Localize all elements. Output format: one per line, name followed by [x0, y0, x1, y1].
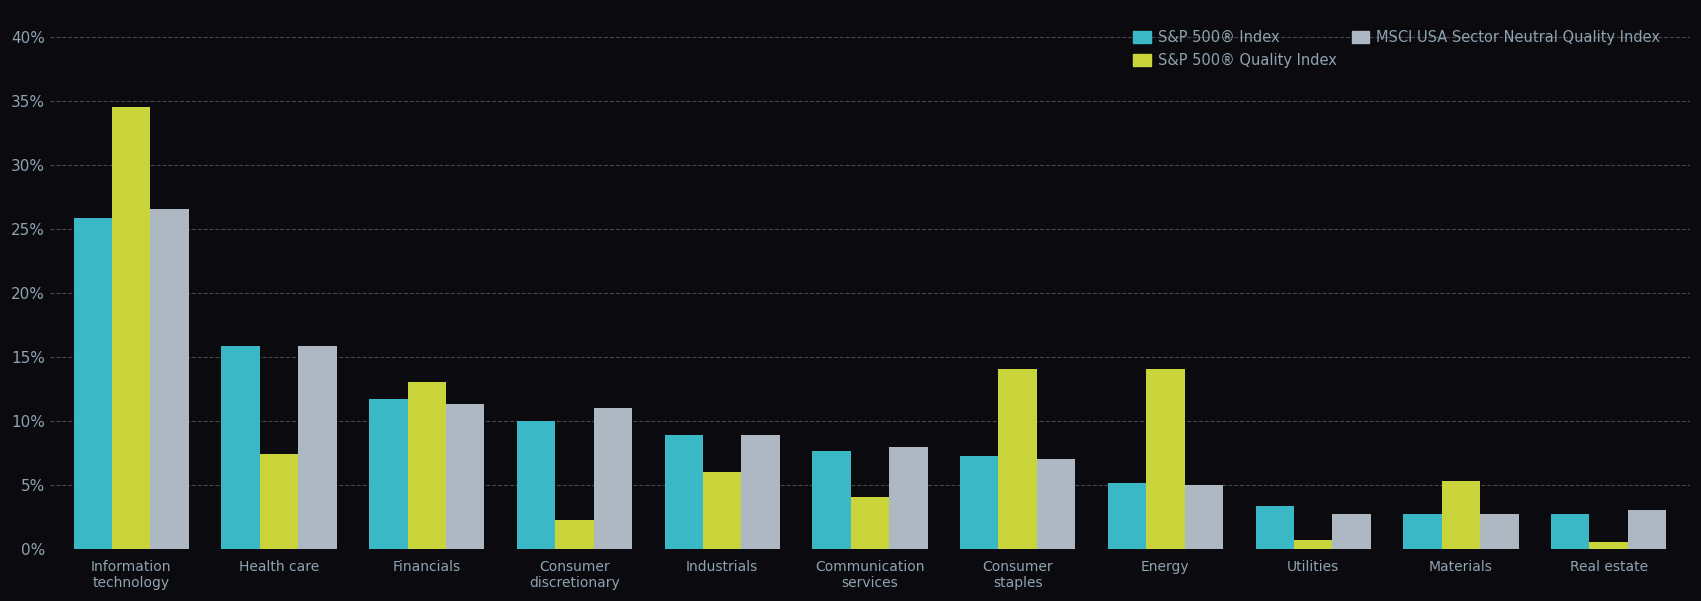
Bar [1628, 510, 1667, 549]
Bar [1551, 514, 1589, 549]
Bar [1107, 483, 1146, 549]
Bar [1589, 542, 1628, 549]
Bar [890, 448, 927, 549]
Bar [1332, 514, 1371, 549]
Bar [1146, 370, 1184, 549]
Bar [555, 520, 594, 549]
Bar [1184, 484, 1223, 549]
Bar [298, 346, 337, 549]
Legend: S&P 500® Index, S&P 500® Quality Index, MSCI USA Sector Neutral Quality Index, : S&P 500® Index, S&P 500® Quality Index, … [1128, 24, 1667, 74]
Bar [73, 218, 112, 549]
Bar [1038, 459, 1075, 549]
Bar [1442, 481, 1480, 549]
Bar [408, 382, 446, 549]
Bar [1403, 514, 1442, 549]
Bar [221, 346, 260, 549]
Bar [959, 456, 998, 549]
Bar [594, 408, 633, 549]
Bar [446, 404, 485, 549]
Bar [1480, 514, 1519, 549]
Bar [150, 210, 189, 549]
Bar [850, 498, 890, 549]
Bar [665, 435, 703, 549]
Bar [517, 421, 555, 549]
Bar [369, 399, 408, 549]
Bar [998, 370, 1038, 549]
Bar [813, 451, 850, 549]
Bar [1255, 507, 1294, 549]
Bar [742, 435, 779, 549]
Bar [703, 472, 742, 549]
Bar [260, 454, 298, 549]
Bar [112, 107, 150, 549]
Bar [1294, 540, 1332, 549]
